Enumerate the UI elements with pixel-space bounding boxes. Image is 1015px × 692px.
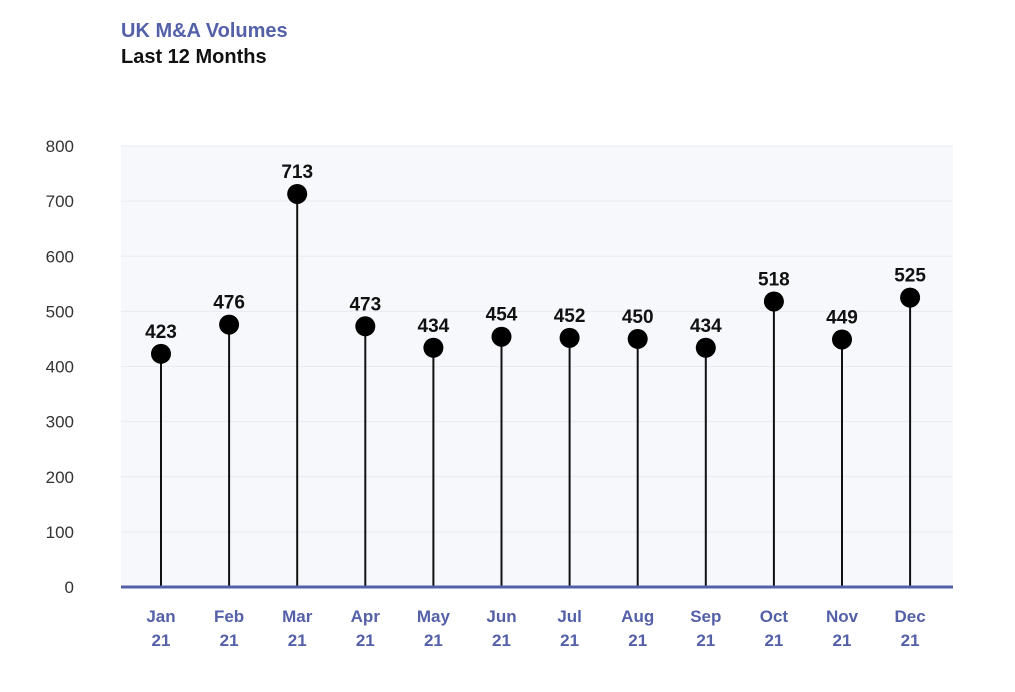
y-tick-label-0: 0 bbox=[65, 578, 74, 597]
x-label-month-jul: Jul bbox=[557, 607, 582, 626]
y-axis-tick-labels: 0 100 200 300 400 500 600 700 800 bbox=[46, 137, 74, 597]
marker-jun bbox=[491, 326, 512, 347]
marker-aug bbox=[627, 328, 648, 349]
x-label-year-oct: 21 bbox=[764, 631, 783, 650]
x-label-year-jul: 21 bbox=[560, 631, 579, 650]
value-label-jul: 452 bbox=[554, 306, 586, 327]
x-label-month-mar: Mar bbox=[282, 607, 313, 626]
lollipop-markers bbox=[151, 183, 921, 364]
x-label-month-aug: Aug bbox=[621, 607, 654, 626]
marker-feb bbox=[219, 314, 240, 335]
x-label-year-dec: 21 bbox=[901, 631, 920, 650]
x-label-year-jan: 21 bbox=[152, 631, 171, 650]
x-label-year-apr: 21 bbox=[356, 631, 375, 650]
x-label-month-oct: Oct bbox=[760, 607, 789, 626]
value-label-apr: 473 bbox=[349, 294, 381, 315]
value-label-dec: 525 bbox=[894, 266, 926, 287]
y-tick-label-300: 300 bbox=[46, 413, 74, 432]
x-label-month-apr: Apr bbox=[351, 607, 381, 626]
y-tick-label-800: 800 bbox=[46, 137, 74, 156]
y-tick-label-100: 100 bbox=[46, 523, 74, 542]
value-label-jun: 454 bbox=[486, 305, 518, 326]
marker-may bbox=[423, 337, 444, 358]
x-axis-tick-labels: Jan 21 Feb 21 Mar 21 Apr 21 May 21 Jun 21 Jul 21 Aug 21… bbox=[146, 607, 925, 650]
marker-nov bbox=[832, 329, 852, 350]
x-label-year-may: 21 bbox=[424, 631, 443, 650]
x-label-month-dec: Dec bbox=[895, 607, 926, 626]
value-label-may: 434 bbox=[418, 316, 450, 337]
marker-jan bbox=[151, 343, 171, 364]
y-tick-label-700: 700 bbox=[46, 192, 74, 211]
x-label-month-sep: Sep bbox=[690, 607, 721, 626]
value-labels: 423 476 713 473 434 454 452 450 434 518 449 525 bbox=[145, 162, 926, 343]
value-label-feb: 476 bbox=[213, 293, 245, 314]
marker-oct bbox=[763, 291, 784, 312]
y-tick-label-500: 500 bbox=[46, 302, 74, 321]
x-label-year-sep: 21 bbox=[696, 631, 715, 650]
x-label-month-jan: Jan bbox=[146, 607, 175, 626]
marker-sep bbox=[695, 337, 716, 358]
value-label-jan: 423 bbox=[145, 322, 177, 343]
x-label-year-feb: 21 bbox=[220, 631, 239, 650]
value-label-nov: 449 bbox=[826, 307, 858, 328]
marker-mar bbox=[287, 183, 308, 204]
y-tick-label-400: 400 bbox=[46, 358, 74, 377]
chart-title: UK M&A Volumes bbox=[121, 20, 288, 42]
x-label-month-nov: Nov bbox=[826, 607, 859, 626]
x-label-month-feb: Feb bbox=[214, 607, 244, 626]
value-label-oct: 518 bbox=[758, 269, 790, 290]
marker-dec bbox=[900, 287, 921, 308]
x-label-month-may: May bbox=[417, 607, 451, 626]
x-label-year-jun: 21 bbox=[492, 631, 511, 650]
x-label-year-nov: 21 bbox=[833, 631, 852, 650]
lollipop-stems bbox=[160, 193, 912, 587]
x-label-month-jun: Jun bbox=[486, 607, 516, 626]
y-tick-label-200: 200 bbox=[46, 468, 74, 487]
gridlines bbox=[121, 145, 953, 533]
value-label-sep: 434 bbox=[690, 316, 722, 337]
x-label-year-mar: 21 bbox=[288, 631, 307, 650]
marker-jul bbox=[559, 327, 580, 348]
value-label-mar: 713 bbox=[281, 162, 313, 183]
x-label-year-aug: 21 bbox=[628, 631, 647, 650]
value-label-aug: 450 bbox=[622, 307, 654, 328]
marker-apr bbox=[355, 316, 376, 337]
y-tick-label-600: 600 bbox=[46, 247, 74, 266]
chart-subtitle: Last 12 Months bbox=[121, 46, 267, 68]
